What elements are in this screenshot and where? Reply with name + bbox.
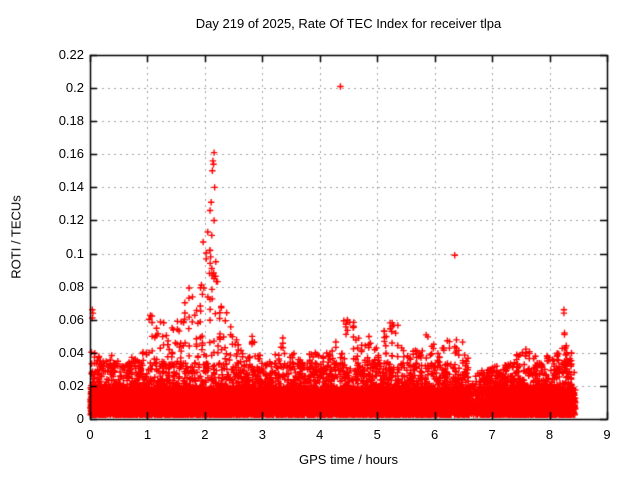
y-tick-label: 0.14 [58,179,84,195]
y-tick-label: 0.06 [58,311,84,327]
y-tick-label: 0.22 [58,47,84,62]
x-tick-label: 9 [603,427,611,442]
y-tick-label: 0.16 [58,146,84,162]
y-tick-label: 0.08 [58,278,84,294]
x-tick-label: 3 [258,427,266,442]
y-tick-label: 0.1 [65,245,84,261]
x-tick-label: 7 [488,427,496,442]
chart-title: Day 219 of 2025, Rate Of TEC Index for r… [195,16,502,31]
x-tick-label: 6 [431,427,439,442]
y-tick-label: 0.12 [58,212,84,228]
y-tick-label: 0.02 [58,377,84,393]
x-tick-label: 4 [316,427,324,442]
x-tick-label: 5 [373,427,381,442]
x-tick-label: 2 [201,427,209,442]
y-axis-label: ROTI / TECUs [8,195,24,279]
y-tick-label: 0.04 [58,344,84,360]
x-axis-label: GPS time / hours [299,452,398,467]
y-tick-label: 0.2 [65,80,84,96]
y-tick-label: 0 [76,411,84,426]
x-tick-label: 1 [143,427,152,442]
x-tick-label: 0 [86,427,94,442]
x-tick-label: 8 [545,427,554,442]
y-tick-label: 0.18 [58,113,84,129]
